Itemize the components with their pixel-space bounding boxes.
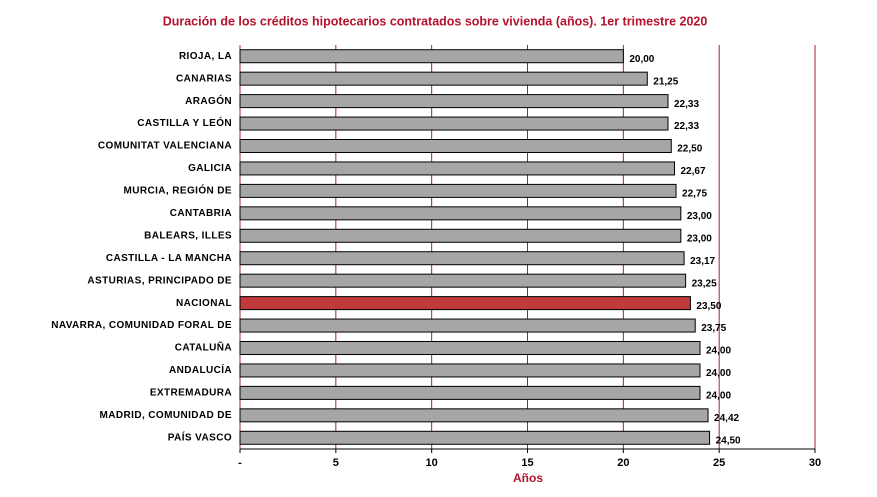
y-tick-label: CASTILLA - LA MANCHA [106,253,232,264]
bar [239,296,691,311]
data-label: 24,00 [706,346,731,357]
y-tick-label: CANTABRIA [170,208,232,219]
y-tick-label: GALICIA [188,163,232,174]
y-tick-label: ASTURIAS, PRINCIPADO DE [87,275,232,286]
y-tick-label: NACIONAL [176,298,232,309]
bar [239,161,676,176]
y-tick-label: ANDALUCÍA [169,363,232,376]
y-tick-label: CATALUÑA [175,341,232,354]
bar [239,206,682,221]
x-tick-label: 15 [521,457,533,469]
y-tick-label: ARAGÓN [185,94,232,107]
bar [239,49,624,64]
x-tick-label: 25 [713,457,725,469]
data-label: 23,00 [687,211,712,222]
bar [239,318,696,333]
bar [239,251,685,266]
y-tick-label: EXTREMADURA [150,388,232,399]
bar [239,71,648,86]
bar [239,363,701,378]
data-label: 24,42 [714,413,739,424]
data-label: 23,25 [692,278,717,289]
x-axis-label: Años [513,471,543,485]
data-label: 23,50 [696,301,721,312]
data-label: 24,00 [706,368,731,379]
y-tick-label: COMUNITAT VALENCIANA [98,141,232,152]
y-tick-label: BALEARS, ILLES [144,230,232,241]
x-tick-label: 20 [617,457,629,469]
bar [239,273,687,288]
data-label: 24,00 [706,391,731,402]
y-tick-label: RIOJA, LA [179,51,232,62]
y-tick-label: CASTILLA Y LEÓN [137,116,232,129]
bar [239,139,672,153]
y-tick-label: MADRID, COMUNIDAD DE [100,410,232,421]
y-tick-label: NAVARRA, COMUNIDAD FORAL DE [51,320,232,331]
data-label: 21,25 [653,76,678,87]
bar [239,94,669,109]
bar [239,116,669,131]
x-tick-label: 10 [426,457,438,469]
data-label: 22,50 [677,144,702,155]
data-label: 22,67 [681,166,706,177]
data-label: 23,75 [701,323,726,334]
bar [239,341,701,355]
y-tick-label: PAÍS VASCO [168,430,232,443]
data-label: 22,33 [674,99,699,110]
data-label: 20,00 [629,54,654,65]
data-label: 23,17 [690,256,715,267]
bar [239,183,677,198]
x-tick-label: 5 [333,457,339,469]
y-tick-label: CANARIAS [176,73,232,84]
bar [239,385,701,400]
bar [239,228,682,243]
data-label: 22,75 [682,189,707,200]
bar [239,430,711,445]
chart-title: Duración de los créditos hipotecarios co… [163,14,708,28]
x-tick-label: - [238,457,242,469]
data-label: 24,50 [716,435,741,446]
x-tick-label: 30 [809,457,821,469]
bar [239,408,709,423]
y-tick-label: MURCIA, REGIÓN DE [124,184,232,197]
data-label: 22,33 [674,121,699,132]
data-label: 23,00 [687,233,712,244]
